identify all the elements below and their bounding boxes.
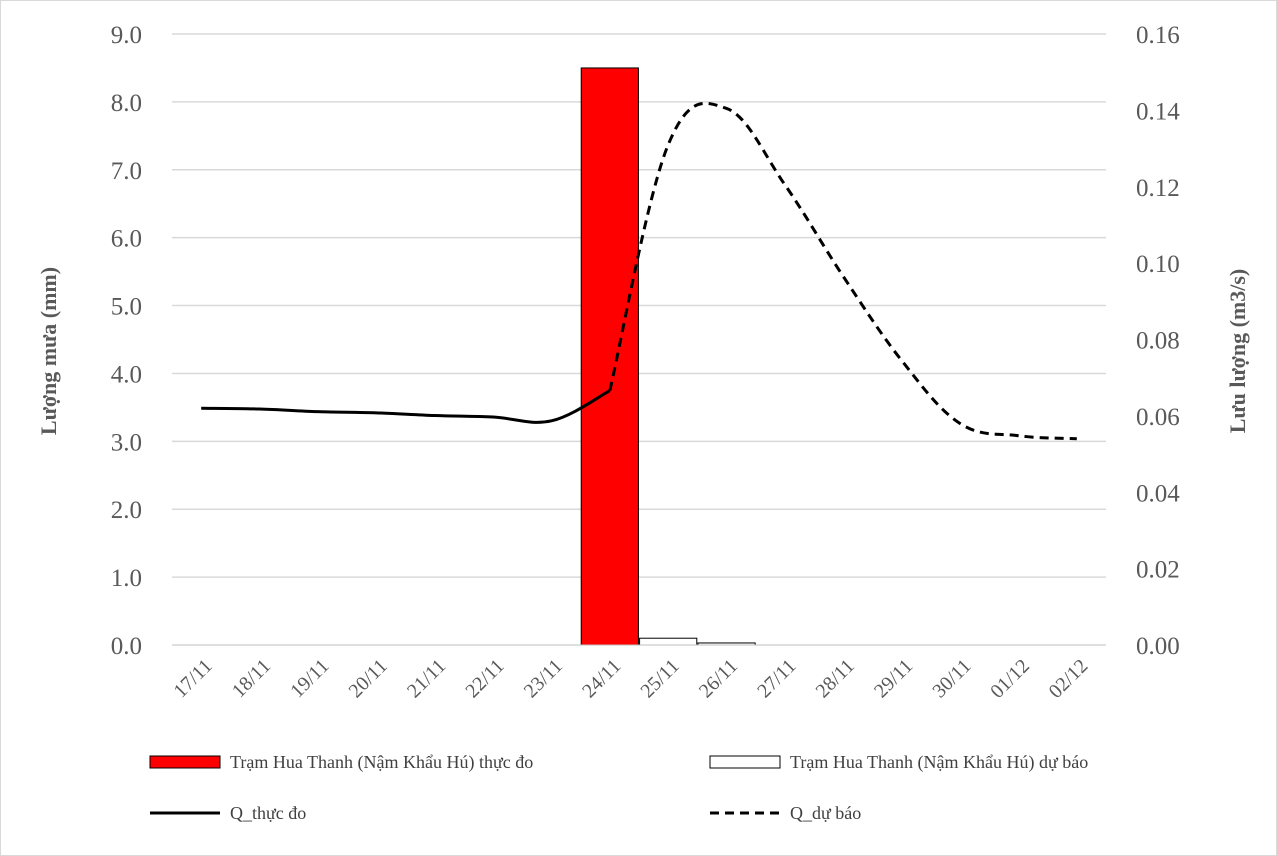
legend-swatch [709,755,781,769]
legend-label: Trạm Hua Thanh (Nậm Khẩu Hú) dự báo [790,752,1088,773]
legend-label: Trạm Hua Thanh (Nậm Khẩu Hú) thực đo [230,752,533,773]
right-tick-label: 0.00 [1136,633,1180,660]
right-tick-label: 0.06 [1136,404,1180,431]
left-tick-label: 9.0 [111,22,142,49]
right-tick-label: 0.04 [1136,480,1180,507]
gridlines [172,33,1106,578]
left-axis-title: Lượng mưa (mm) [36,267,61,435]
observed-line [201,389,611,424]
legend-label: Q_dự báo [790,803,861,823]
bar [580,67,639,646]
legend: Trạm Hua Thanh (Nậm Khẩu Hú) thực đo Trạm… [149,752,1088,823]
right-tick-label: 0.16 [1136,22,1180,49]
left-tick-label: 8.0 [111,90,142,117]
legend-label: Q_thực đo [230,803,306,823]
right-axis-ticks: 0.00 0.02 0.04 0.06 0.08 0.10 0.12 0.14 0.16 [1136,22,1180,660]
bar [639,637,698,646]
left-tick-label: 0.0 [111,633,142,660]
left-tick-label: 6.0 [111,226,142,253]
right-tick-label: 0.02 [1136,557,1180,584]
left-tick-label: 5.0 [111,294,142,321]
line-marks [201,101,1077,441]
right-tick-label: 0.10 [1136,251,1180,278]
right-tick-label: 0.14 [1136,98,1180,125]
left-tick-label: 4.0 [111,361,142,388]
left-tick-label: 2.0 [111,497,142,524]
left-tick-label: 7.0 [111,158,142,185]
right-tick-label: 0.08 [1136,328,1180,355]
left-tick-label: 3.0 [111,429,142,456]
legend-swatch [149,755,221,769]
right-axis-title: Lưu lượng (m3/s) [1225,269,1250,434]
left-tick-label: 1.0 [111,565,142,592]
right-tick-label: 0.12 [1136,175,1180,202]
left-axis-ticks: 0.0 1.0 2.0 3.0 4.0 5.0 6.0 7.0 8.0 9.0 [111,22,142,660]
